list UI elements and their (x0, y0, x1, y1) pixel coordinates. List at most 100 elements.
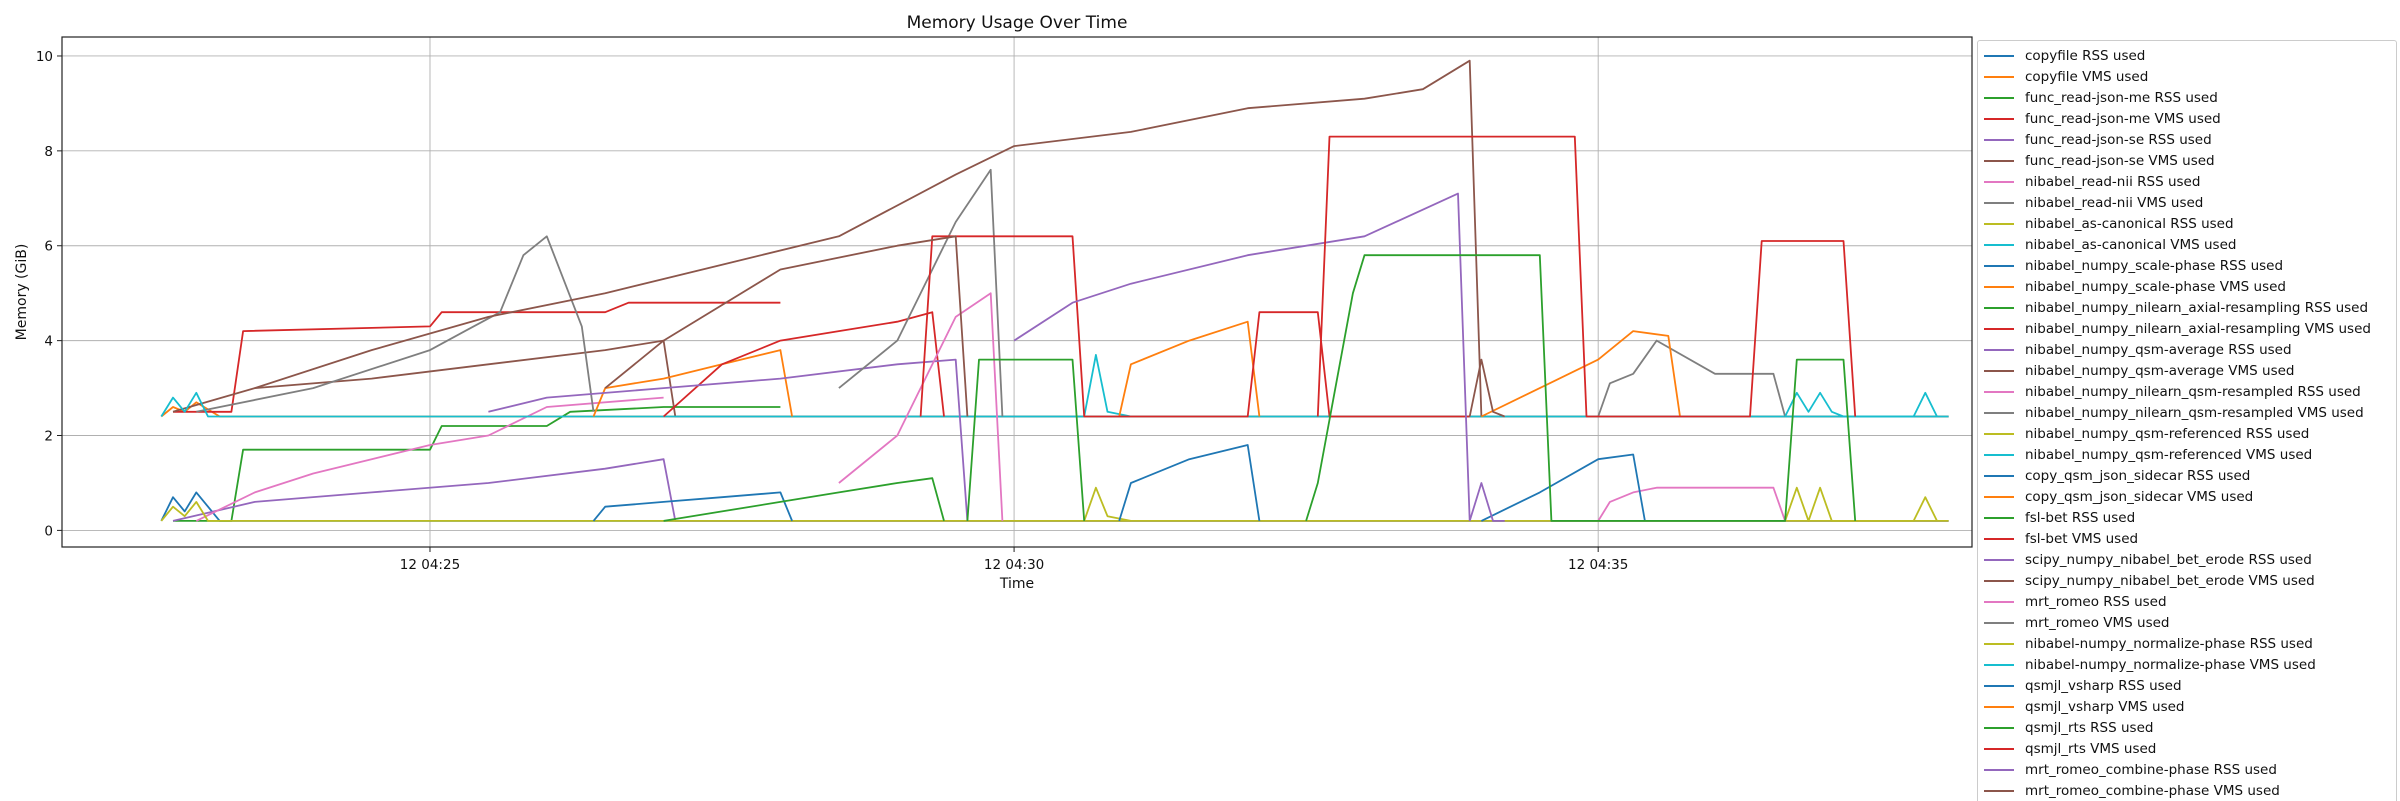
series-line-17 (838, 292, 1004, 521)
legend-item: nibabel_numpy_nilearn_axial-resampling R… (1984, 298, 2368, 318)
series-line-15 (488, 358, 969, 521)
legend-swatch (1984, 97, 2014, 99)
y-tick-label: 6 (44, 239, 53, 255)
legend-label: func_read-json-me VMS used (2025, 111, 2221, 127)
legend-label: nibabel_numpy_scale-phase VMS used (2025, 279, 2286, 295)
legend-label: nibabel_numpy_scale-phase RSS used (2025, 258, 2284, 274)
series-line-33 (1305, 254, 1857, 522)
series-line-5 (172, 458, 1949, 522)
legend-label: scipy_numpy_nibabel_bet_erode VMS used (2025, 573, 2315, 589)
series-line-6 (172, 339, 1949, 418)
legend-swatch (1984, 76, 2014, 78)
legend-label: func_read-json-se RSS used (2025, 132, 2212, 148)
series-line-28 (1597, 339, 1786, 417)
plot-frame (61, 36, 1973, 548)
legend-swatch (1984, 139, 2014, 141)
legend-item: mrt_romeo_combine-phase VMS used (1984, 781, 2280, 801)
legend-item: nibabel_numpy_qsm-referenced RSS used (1984, 424, 2309, 444)
legend-label: func_read-json-se VMS used (2025, 153, 2215, 169)
legend-swatch (1984, 769, 2014, 771)
series-line-10 (160, 391, 1949, 418)
series-line-35 (1468, 482, 1505, 522)
legend-item: nibabel-numpy_normalize-phase RSS used (1984, 634, 2313, 654)
legend-label: nibabel_as-canonical VMS used (2025, 237, 2237, 253)
legend-item: nibabel_numpy_qsm-average RSS used (1984, 340, 2292, 360)
legend-swatch (1984, 433, 2014, 435)
legend-swatch (1984, 160, 2014, 162)
legend-swatch (1984, 643, 2014, 645)
plot-area-background (62, 37, 1972, 547)
legend-swatch (1984, 223, 2014, 225)
legend-item: mrt_romeo RSS used (1984, 592, 2167, 612)
y-tick-label: 0 (44, 523, 53, 539)
legend-label: mrt_romeo_combine-phase RSS used (2025, 762, 2277, 778)
legend-swatch (1984, 475, 2014, 477)
legend-swatch (1984, 790, 2014, 792)
legend-item: qsmjl_rts VMS used (1984, 739, 2156, 759)
legend-swatch (1984, 328, 2014, 330)
legend-item: func_read-json-se RSS used (1984, 130, 2212, 150)
legend-item: nibabel_as-canonical RSS used (1984, 214, 2234, 234)
legend-swatch (1984, 454, 2014, 456)
legend-swatch (1984, 517, 2014, 519)
legend-label: nibabel_numpy_qsm-average VMS used (2025, 363, 2295, 379)
chart-title: Memory Usage Over Time (907, 13, 1128, 33)
legend-label: nibabel_read-nii RSS used (2025, 174, 2201, 190)
legend-label: func_read-json-me RSS used (2025, 90, 2218, 106)
series-layer (160, 59, 1949, 522)
legend-item: fsl-bet RSS used (1984, 508, 2135, 528)
legend-swatch (1984, 685, 2014, 687)
legend-swatch (1984, 727, 2014, 729)
legend-item: mrt_romeo VMS used (1984, 613, 2169, 633)
series-line-27 (1597, 486, 1786, 522)
legend-item: nibabel_numpy_nilearn_axial-resampling V… (1984, 319, 2371, 339)
legend-item: func_read-json-me VMS used (1984, 109, 2221, 129)
legend-label: nibabel_numpy_nilearn_qsm-resampled VMS … (2025, 405, 2364, 421)
series-line-14 (663, 311, 945, 418)
series-line-34 (1316, 135, 1857, 418)
legend-label: copyfile RSS used (2025, 48, 2146, 64)
legend-label: nibabel_as-canonical RSS used (2025, 216, 2234, 232)
legend-item: nibabel_numpy_qsm-referenced VMS used (1984, 445, 2312, 465)
series-line-22 (1118, 320, 1261, 417)
y-tick-label: 10 (36, 49, 53, 65)
legend-label: nibabel_numpy_nilearn_qsm-resampled RSS … (2025, 384, 2361, 400)
legend-swatch (1984, 265, 2014, 267)
series-line-26 (604, 235, 969, 417)
legend-item: scipy_numpy_nibabel_bet_erode RSS used (1984, 550, 2312, 570)
legend-swatch (1984, 370, 2014, 372)
legend-swatch (1984, 664, 2014, 666)
legend-label: qsmjl_vsharp RSS used (2025, 678, 2182, 694)
legend-label: nibabel-numpy_normalize-phase RSS used (2025, 636, 2313, 652)
legend-item: nibabel_as-canonical VMS used (1984, 235, 2236, 255)
legend-item: nibabel_numpy_scale-phase RSS used (1984, 256, 2283, 276)
legend-label: nibabel_numpy_nilearn_axial-resampling V… (2025, 321, 2371, 337)
legend-swatch (1984, 559, 2014, 561)
series-line-13 (663, 477, 945, 522)
legend-swatch (1984, 202, 2014, 204)
series-line-8 (196, 235, 595, 413)
legend-label: copy_qsm_json_sidecar RSS used (2025, 468, 2251, 484)
legend-swatch (1984, 412, 2014, 414)
series-line-24 (919, 235, 1470, 418)
legend-swatch (1984, 622, 2014, 624)
legend-label: nibabel_read-nii VMS used (2025, 195, 2204, 211)
series-line-25 (1013, 192, 1471, 521)
legend-label: nibabel_numpy_qsm-referenced RSS used (2025, 426, 2310, 442)
legend-item: nibabel_read-nii VMS used (1984, 193, 2203, 213)
legend-item: nibabel_numpy_nilearn_qsm-resampled VMS … (1984, 403, 2364, 423)
legend-label: mrt_romeo RSS used (2025, 594, 2167, 610)
legend-label: nibabel_numpy_qsm-referenced VMS used (2025, 447, 2313, 463)
y-axis-label: Memory (GiB) (14, 244, 30, 341)
legend-item: nibabel_read-nii RSS used (1984, 172, 2200, 192)
legend-label: qsmjl_vsharp VMS used (2025, 699, 2185, 715)
series-line-11 (592, 491, 793, 522)
legend-swatch (1984, 538, 2014, 540)
legend-label: fsl-bet RSS used (2025, 510, 2136, 526)
series-line-16 (254, 59, 1483, 417)
legend-item: func_read-json-me RSS used (1984, 88, 2218, 108)
series-line-9 (160, 500, 1949, 522)
series-line-18 (838, 168, 1004, 417)
x-grid (429, 37, 1599, 547)
